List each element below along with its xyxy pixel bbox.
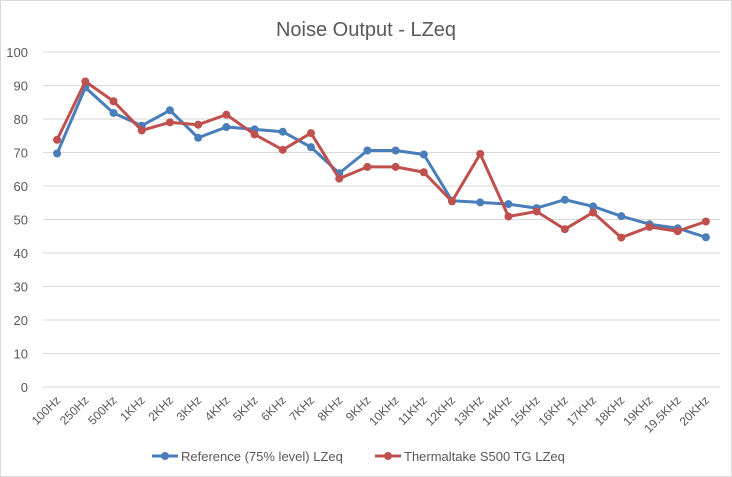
data-point [109,108,118,117]
x-tick-label: 16KHz [536,393,571,428]
legend: Reference (75% level) LZeq Thermaltake S5… [152,449,565,464]
data-point [673,227,682,236]
data-point [306,129,315,138]
legend-item: Reference (75% level) LZeq [152,449,343,464]
x-tick-label: 15KHz [507,393,542,428]
data-point [194,120,203,129]
y-tick-label: 50 [14,213,28,228]
x-tick-label: 11KHz [395,393,430,428]
y-tick-label: 90 [14,79,28,94]
y-axis-ticks: 0 10 20 30 40 50 60 70 80 90 100 [6,45,28,395]
data-point [137,126,146,135]
data-point [448,197,457,206]
data-point [335,174,344,183]
x-tick-label: 8KHz [315,393,346,424]
data-point [476,149,485,158]
chart-title: Noise Output - LZeq [276,19,456,41]
y-tick-label: 30 [14,280,28,295]
data-point [589,202,598,211]
data-point [278,127,287,136]
y-tick-label: 80 [14,112,28,127]
data-point [109,97,118,106]
data-point [701,217,710,226]
x-tick-label: 3KHz [174,393,205,424]
data-point [250,130,259,139]
x-tick-label: 12KHz [423,393,458,428]
series-reference [53,83,710,242]
legend-item: Thermaltake S500 TG LZeq [375,449,565,464]
data-point [560,225,569,234]
data-point [504,200,513,209]
y-tick-label: 0 [21,380,28,395]
data-point [165,106,174,115]
y-tick-label: 100 [6,45,28,60]
data-point [589,208,598,217]
data-point [81,77,90,86]
y-tick-label: 70 [14,146,28,161]
x-tick-label: 17KHz [564,393,599,428]
x-tick-label: 500Hz [85,393,119,427]
x-tick-label: 10KHz [366,393,401,428]
data-point [391,146,400,155]
data-point [391,162,400,171]
data-point [701,233,710,242]
data-point [419,150,428,159]
x-tick-label: 6KHz [258,393,289,424]
data-point [363,146,372,155]
series-layer [53,77,710,242]
data-point [363,162,372,171]
data-point [278,145,287,154]
legend-marker-icon [161,452,169,460]
data-point [504,212,513,221]
data-point [222,110,231,119]
data-point [532,207,541,216]
x-tick-label: 14KHz [479,393,514,428]
data-point [617,233,626,242]
gridlines [43,51,720,388]
x-axis-ticks: 100Hz250Hz500Hz1KHz2KHz3KHz4KHz5KHz6KHz7… [29,393,712,435]
y-tick-label: 60 [14,179,28,194]
data-point [560,195,569,204]
data-point [645,222,654,231]
x-tick-label: 100Hz [29,393,63,427]
data-point [617,212,626,221]
x-tick-label: 250Hz [57,393,91,427]
data-point [53,149,62,158]
legend-label: Thermaltake S500 TG LZeq [404,449,565,464]
legend-marker-icon [384,452,392,460]
x-tick-label: 4KHz [202,393,233,424]
x-tick-label: 18KHz [592,393,627,428]
series-line [55,86,708,239]
data-point [419,168,428,177]
x-tick-label: 20KHz [677,393,712,428]
data-point [194,133,203,142]
x-tick-label: 2KHz [145,393,176,424]
x-tick-label: 7KHz [286,393,317,424]
y-tick-label: 20 [14,313,28,328]
y-tick-label: 40 [14,246,28,261]
data-point [165,118,174,127]
y-tick-label: 10 [14,347,28,362]
data-point [476,198,485,207]
series-thermaltake [53,77,710,242]
legend-label: Reference (75% level) LZeq [181,449,343,464]
data-point [53,135,62,144]
data-point [222,123,231,132]
data-point [306,143,315,152]
x-tick-label: 13KHz [451,393,486,428]
series-line [55,79,708,240]
x-tick-label: 1KHz [117,393,148,424]
x-tick-label: 5KHz [230,393,261,424]
